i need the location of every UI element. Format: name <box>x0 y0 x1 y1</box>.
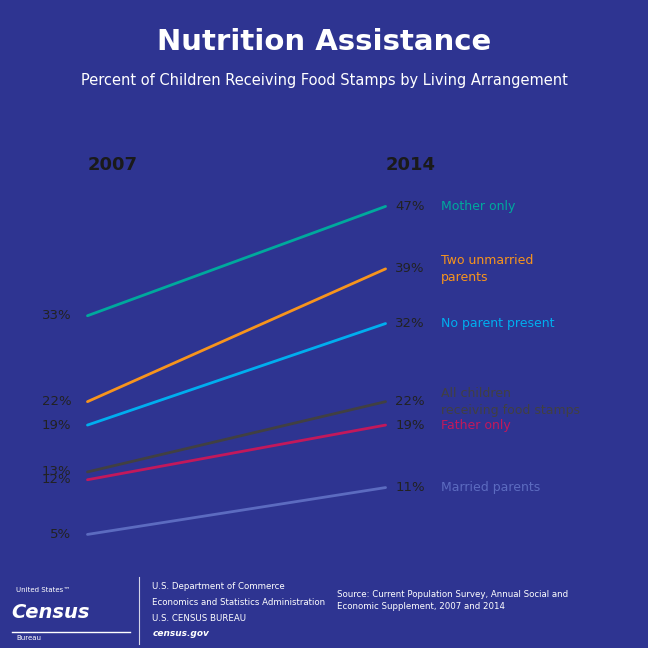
Text: 47%: 47% <box>395 200 425 213</box>
Text: U.S. Department of Commerce: U.S. Department of Commerce <box>152 583 285 592</box>
Text: 32%: 32% <box>395 317 425 330</box>
Text: Percent of Children Receiving Food Stamps by Living Arrangement: Percent of Children Receiving Food Stamp… <box>80 73 568 89</box>
Text: Source: Current Population Survey, Annual Social and
Economic Supplement, 2007 a: Source: Current Population Survey, Annua… <box>337 590 568 610</box>
Text: 19%: 19% <box>41 419 71 432</box>
Text: 22%: 22% <box>395 395 425 408</box>
Text: Two unmarried: Two unmarried <box>441 254 533 267</box>
Text: All children: All children <box>441 387 511 400</box>
Text: 5%: 5% <box>50 528 71 541</box>
Text: census.gov: census.gov <box>152 629 209 638</box>
Text: 12%: 12% <box>41 473 71 486</box>
Text: United States™: United States™ <box>16 587 71 593</box>
Text: 2007: 2007 <box>87 156 137 174</box>
Text: Father only: Father only <box>441 419 511 432</box>
Text: Mother only: Mother only <box>441 200 515 213</box>
Text: 11%: 11% <box>395 481 425 494</box>
Text: parents: parents <box>441 271 488 284</box>
Text: 2014: 2014 <box>386 156 435 174</box>
Text: Nutrition Assistance: Nutrition Assistance <box>157 28 491 56</box>
Text: receiving food stamps: receiving food stamps <box>441 404 580 417</box>
Text: No parent present: No parent present <box>441 317 554 330</box>
Text: Married parents: Married parents <box>441 481 540 494</box>
Text: Census: Census <box>12 603 90 622</box>
Text: Economics and Statistics Administration: Economics and Statistics Administration <box>152 598 325 607</box>
Text: U.S. CENSUS BUREAU: U.S. CENSUS BUREAU <box>152 614 246 623</box>
Text: 33%: 33% <box>41 309 71 322</box>
Text: 39%: 39% <box>395 262 425 275</box>
Text: 13%: 13% <box>41 465 71 478</box>
Text: 22%: 22% <box>41 395 71 408</box>
Text: Bureau: Bureau <box>16 635 41 642</box>
Text: 19%: 19% <box>395 419 425 432</box>
